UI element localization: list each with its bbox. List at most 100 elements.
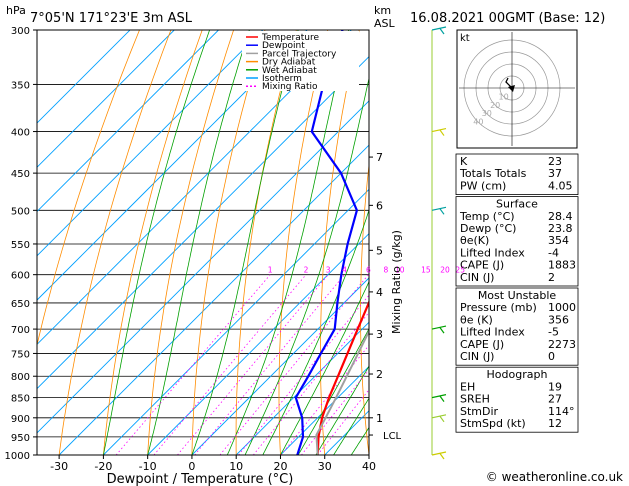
most-unstable-row-label: Lifted Index: [460, 326, 525, 339]
isotherm: [280, 365, 369, 455]
pressure-tick-label: 300: [11, 26, 30, 37]
legend-label: Dry Adiabat: [262, 58, 316, 68]
height-tick-label: 1: [376, 412, 383, 425]
mixing-ratio-label: 1: [268, 266, 273, 275]
stats-box: [455, 287, 579, 366]
surface-title: Surface: [496, 198, 538, 211]
wind-barb-flag: [439, 28, 445, 35]
surface-row-label: Lifted Index: [460, 246, 525, 259]
hodograph-ring-label: 20: [490, 101, 500, 110]
surface-row-value: 1883: [548, 259, 576, 272]
height-tick-label: 5: [376, 244, 383, 257]
height-tick-label: 6: [376, 199, 383, 212]
surface-row-label: CAPE (J): [460, 259, 504, 272]
hodograph-unit: kt: [460, 33, 470, 44]
isotherm: [37, 30, 219, 213]
legend-label: Isotherm: [262, 74, 302, 84]
wind-barb: [431, 127, 447, 133]
most-unstable-row-value: 0: [548, 350, 555, 363]
legend-label: Wet Adiabat: [262, 66, 317, 76]
most-unstable-row-value: -5: [548, 326, 559, 339]
mixing-ratio-line: [317, 388, 369, 455]
dry-adiabat: [278, 30, 329, 455]
pressure-tick-label: 600: [11, 271, 30, 282]
dry-adiabat: [37, 30, 140, 347]
mixing-ratio-label: 25: [455, 266, 465, 275]
mixing-ratio-line: [280, 344, 369, 455]
stats-box: [455, 366, 579, 433]
most-unstable-row-value: 356: [548, 313, 569, 326]
precipitable-water-value: 4.05: [548, 179, 573, 192]
temperature-axis: -30 -20 -10 0 10 20 30 40: [50, 455, 376, 473]
datetime-label: 16.08.2021 00GMT (Base: 12): [410, 11, 605, 26]
isotherm: [37, 30, 131, 124]
wet-adiabat: [103, 30, 210, 455]
dry-adiabat: [103, 30, 203, 455]
most-unstable-row-label: CAPE (J): [460, 338, 504, 351]
pressure-tick-label: 450: [11, 169, 30, 180]
hodograph-ring-label: 30: [482, 109, 492, 118]
asl-label: ASL: [374, 17, 396, 30]
hodograph-stats-row-label: StmDir: [460, 405, 499, 418]
plot-frame: [36, 29, 370, 456]
hodograph-stats-title: Hodograph: [487, 368, 548, 381]
wet-adiabat: [315, 365, 369, 455]
isotherm: [37, 30, 264, 257]
footer-credit: © weatheronline.co.uk: [486, 470, 623, 484]
pressure-tick-label: 400: [11, 128, 30, 139]
background-lines: [37, 30, 458, 455]
isotherm: [37, 100, 369, 434]
hodograph-stats-row-value: 27: [548, 393, 562, 406]
mixing-ratio-line: [252, 311, 369, 455]
mixing-ratio-label: 4: [342, 266, 347, 275]
legend-label: Temperature: [261, 33, 319, 43]
isotherm: [147, 233, 369, 455]
hodograph-stats-row-label: SREH: [460, 393, 490, 406]
surface-row-value: 23.8: [548, 222, 573, 235]
dry-adiabat: [360, 161, 369, 455]
isotherm: [235, 321, 369, 455]
pressure-tick-label: 500: [11, 206, 30, 217]
wind-barb: [431, 414, 447, 419]
most-unstable-row-label: θe (K): [460, 313, 493, 326]
pressure-tick-label: 1000: [5, 451, 30, 462]
wet-adiabat: [191, 30, 299, 455]
wind-barb: [431, 451, 447, 456]
surface-row-label: CIN (J): [460, 271, 494, 284]
surface-row-value: 2: [548, 271, 555, 284]
hodograph-trace: [505, 77, 513, 89]
wind-barb: [431, 325, 447, 330]
temperature-tick-label: 10: [229, 460, 243, 473]
hpa-label: hPa: [6, 4, 26, 17]
surface-row-label: Temp (°C): [459, 210, 515, 223]
mixing-ratio-label: 8: [384, 266, 389, 275]
dry-adiabat: [437, 30, 458, 455]
mixing-ratio-line: [301, 369, 369, 455]
x-axis-label: Dewpoint / Temperature (°C): [107, 472, 294, 486]
hodograph-ring-label: 10: [499, 92, 509, 101]
wind-barb-flag: [439, 208, 445, 215]
isotherm: [191, 277, 369, 455]
totals-totals-label: Totals Totals: [459, 167, 527, 180]
isotherm: [37, 30, 175, 168]
k-index-value: 23: [548, 155, 562, 168]
pressure-tick-label: 850: [11, 394, 30, 405]
lcl-label: LCL: [383, 431, 402, 442]
isotherm: [37, 30, 308, 301]
mixing-ratio-line: [177, 274, 329, 455]
dry-adiabat: [58, 30, 172, 455]
mixing-ratio-label: 3: [326, 266, 331, 275]
pressure-tick-label: 550: [11, 240, 30, 251]
wind-barb: [431, 206, 447, 211]
wind-barb: [431, 26, 447, 31]
profile-lines: [294, 30, 369, 455]
location-title: 7°05'N 171°23'E 3m ASL: [30, 11, 193, 26]
isotherm: [58, 144, 369, 455]
hodograph-stats-row-label: EH: [460, 380, 475, 393]
surface-row-label: Dewp (°C): [460, 222, 516, 235]
pressure-axis: 300 350 400 450 500 550 600 650 700 750 800 850 900 9…: [5, 26, 37, 462]
most-unstable-row-label: CIN (J): [460, 350, 494, 363]
